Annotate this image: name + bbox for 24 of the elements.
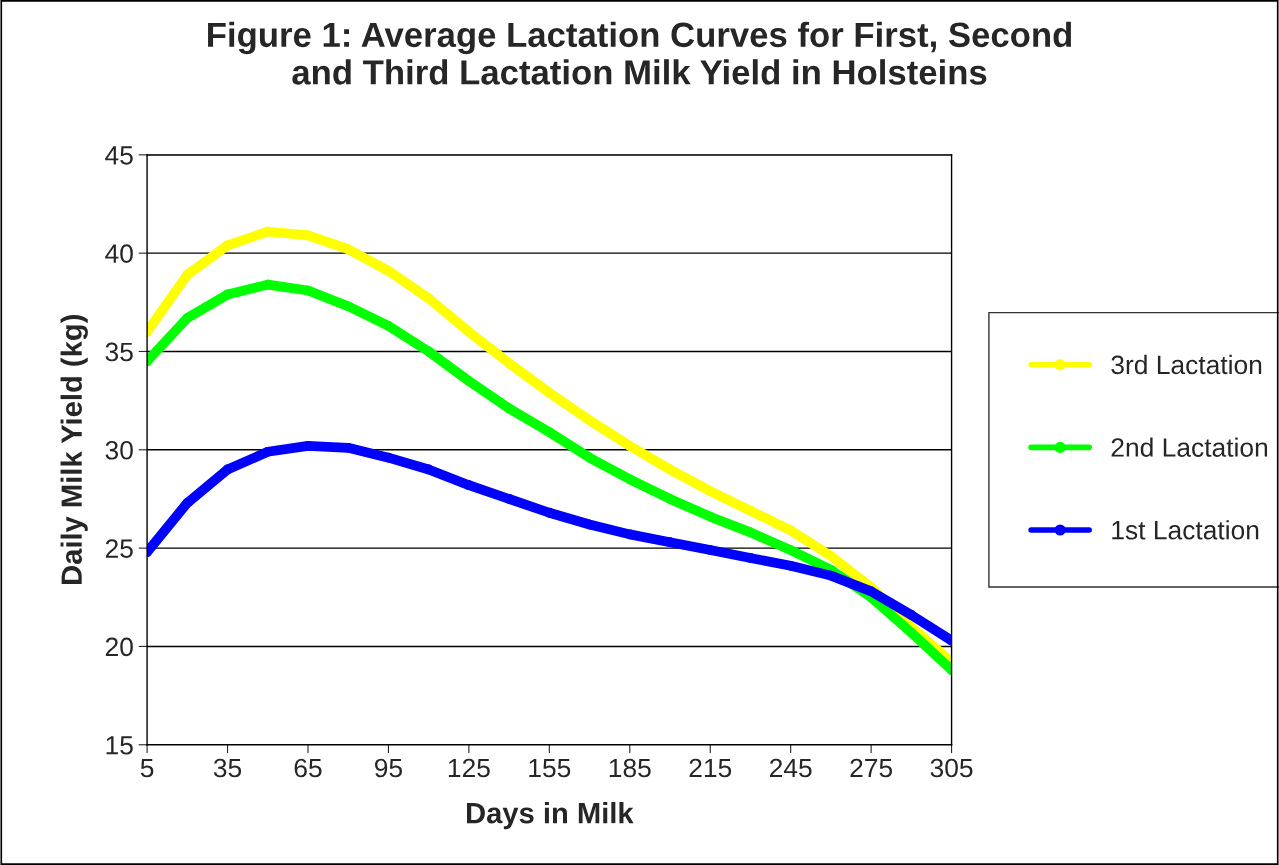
y-tick-label: 45 <box>105 146 133 165</box>
y-axis-title: Daily Milk Yield (kg) <box>60 315 88 584</box>
y-tick-label: 20 <box>105 637 133 657</box>
x-axis-title: Days in Milk <box>467 802 634 830</box>
y-tick-label: 35 <box>105 342 133 362</box>
x-tick-label: 305 <box>930 758 973 778</box>
x-tick-label: 215 <box>689 758 732 778</box>
x-tick-label: 65 <box>294 758 322 778</box>
legend-label: 3rd Lactation <box>1111 354 1262 375</box>
x-tick-label: 35 <box>213 758 242 778</box>
legend-label: 2nd Lactation <box>1111 437 1268 457</box>
y-tick-label: 15 <box>106 736 133 755</box>
x-tick-label: 245 <box>769 758 812 778</box>
chart-title: Figure 1: Average Lactation Curves for First, Second and Third Lactation Milk Yield in Holsteins <box>208 21 1072 85</box>
x-tick-label: 95 <box>374 758 402 778</box>
x-tick-label: 185 <box>609 758 651 778</box>
x-tick-label: 275 <box>850 758 893 778</box>
y-tick-label: 25 <box>105 539 133 558</box>
y-tick-label: 40 <box>105 244 133 263</box>
x-tick-label: 125 <box>448 758 490 778</box>
x-tick-label: 5 <box>140 758 154 778</box>
legend-label: 1st Lactation <box>1112 520 1259 540</box>
x-tick-label: 155 <box>529 758 571 778</box>
y-tick-label: 30 <box>105 440 133 460</box>
